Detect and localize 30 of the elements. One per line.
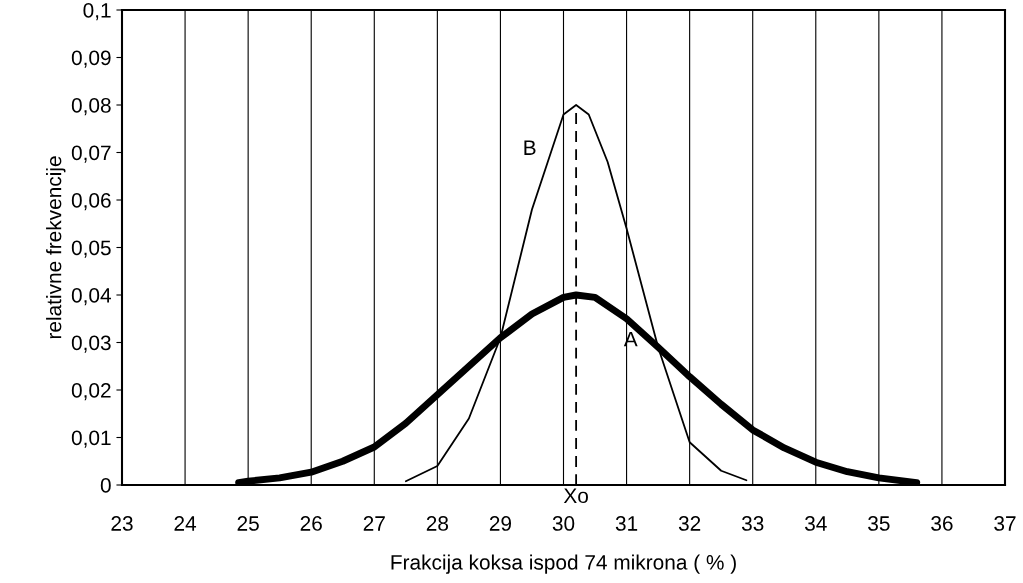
annotation: Xo [563, 488, 588, 504]
x-tick-label: 26 [300, 516, 322, 531]
x-tick-label: 34 [804, 516, 827, 531]
x-tick-label: 37 [994, 516, 1016, 531]
x-tick-label: 28 [426, 516, 449, 531]
y-tick-label: 0,05 [71, 240, 111, 258]
x-tick-label: 36 [931, 516, 953, 531]
y-tick-label: 0,02 [71, 383, 111, 401]
x-tick-label: 29 [489, 516, 512, 531]
y-axis-title: relativne frekvencije [46, 156, 66, 339]
y-tick-label: 0,08 [71, 98, 111, 116]
x-tick-label: 23 [111, 516, 133, 531]
x-tick-label: 31 [615, 516, 638, 531]
y-tick-label: 0,03 [71, 335, 111, 353]
y-tick-label: 0,1 [83, 3, 111, 21]
annotation: B [524, 140, 536, 155]
x-tick-label: 30 [552, 516, 575, 531]
x-tick-label: 32 [678, 516, 701, 531]
y-tick-label: 0,07 [71, 145, 111, 163]
x-axis-title: Frakcija koksa ispod 74 mikrona ( % ) [391, 554, 736, 574]
x-tick-label: 24 [174, 516, 197, 531]
x-tick-label: 33 [741, 516, 764, 531]
y-tick-label: 0,09 [71, 50, 111, 68]
y-tick-label: 0,06 [71, 193, 111, 211]
x-tick-label: 25 [237, 516, 259, 531]
x-tick-label: 35 [868, 516, 890, 531]
y-tick-label: 0,01 [71, 430, 111, 448]
x-tick-label: 27 [363, 516, 385, 531]
y-tick-label: 0,04 [71, 288, 111, 306]
y-tick-label: 0 [100, 478, 111, 493]
